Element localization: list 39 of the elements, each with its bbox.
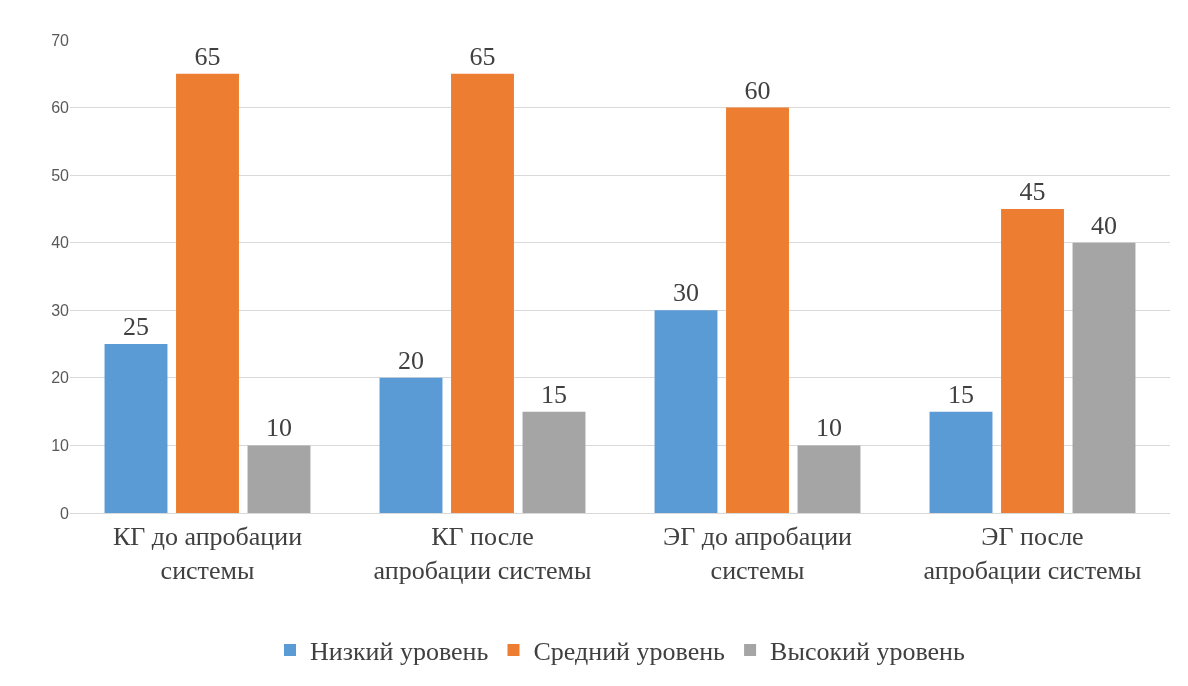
y-tick-label: 70 xyxy=(51,31,70,49)
x-tick-label: ЭГ после апробации системы xyxy=(923,522,1142,585)
data-label: 20 xyxy=(398,345,424,375)
data-label: 45 xyxy=(1019,176,1046,206)
x-tick-label: КГ до апробации системы xyxy=(112,522,303,585)
y-tick-label: 20 xyxy=(51,369,70,387)
data-label: 30 xyxy=(673,278,699,308)
data-label: 60 xyxy=(744,75,771,105)
data-label: 15 xyxy=(948,379,974,409)
data-label: 65 xyxy=(469,41,496,71)
bar xyxy=(797,445,861,513)
legend-label: Средний уровень xyxy=(533,637,726,667)
bar xyxy=(451,73,514,513)
y-tick-label: 40 xyxy=(51,234,70,252)
bar xyxy=(654,310,718,513)
bar xyxy=(1001,208,1064,513)
y-tick-label: 10 xyxy=(51,437,70,455)
y-tick-label: 0 xyxy=(60,504,70,522)
bar xyxy=(176,73,239,513)
x-tick-label: КГ после апробации системы xyxy=(373,522,592,585)
y-tick-label: 60 xyxy=(51,99,70,117)
bar xyxy=(379,377,443,513)
bar xyxy=(104,344,168,513)
x-tick-label: ЭГ до апробации системы xyxy=(662,522,853,585)
data-label: 40 xyxy=(1091,210,1117,240)
data-label: 10 xyxy=(816,413,842,443)
data-label: 10 xyxy=(266,413,292,443)
bar xyxy=(1072,242,1136,513)
bar xyxy=(929,411,993,513)
data-label: 15 xyxy=(541,379,567,409)
legend-label: Низкий уровень xyxy=(310,637,489,667)
legend-label: Высокий уровень xyxy=(770,637,965,667)
data-label: 65 xyxy=(194,41,221,71)
bar xyxy=(522,411,586,513)
bar xyxy=(726,107,789,513)
y-tick-label: 30 xyxy=(51,301,70,319)
bar xyxy=(247,445,311,513)
data-label: 25 xyxy=(123,312,149,342)
y-tick-label: 50 xyxy=(51,166,70,184)
